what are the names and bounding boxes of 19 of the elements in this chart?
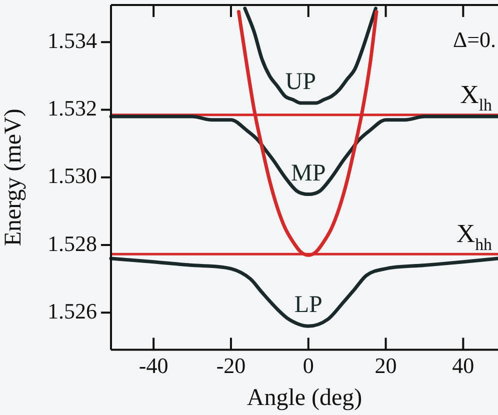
y-tick-label: 1.532 — [48, 96, 97, 121]
y-tick-label: 1.530 — [48, 163, 97, 188]
series-label: LP — [294, 292, 322, 318]
x-tick-label: -20 — [216, 352, 246, 378]
y-tick-label: 1.528 — [48, 230, 97, 256]
x-tick-label: 40 — [452, 352, 474, 378]
line-series — [109, 256, 498, 328]
x-axis-title: Angle (deg) — [246, 384, 362, 411]
series-label: MP — [291, 160, 326, 186]
x-tick-label: 0 — [302, 352, 314, 378]
x-tick-label: 20 — [374, 352, 397, 378]
line-series — [243, 6, 378, 105]
y-axis-title: Energy (meV) — [0, 108, 27, 246]
y-tick-label: 1.534 — [48, 28, 97, 53]
series-label: UP — [285, 69, 316, 96]
x-tick-label: -40 — [138, 352, 168, 378]
annotation: Δ=0. — [452, 27, 496, 52]
line-series — [109, 114, 498, 196]
y-tick-label: 1.526 — [48, 298, 97, 324]
